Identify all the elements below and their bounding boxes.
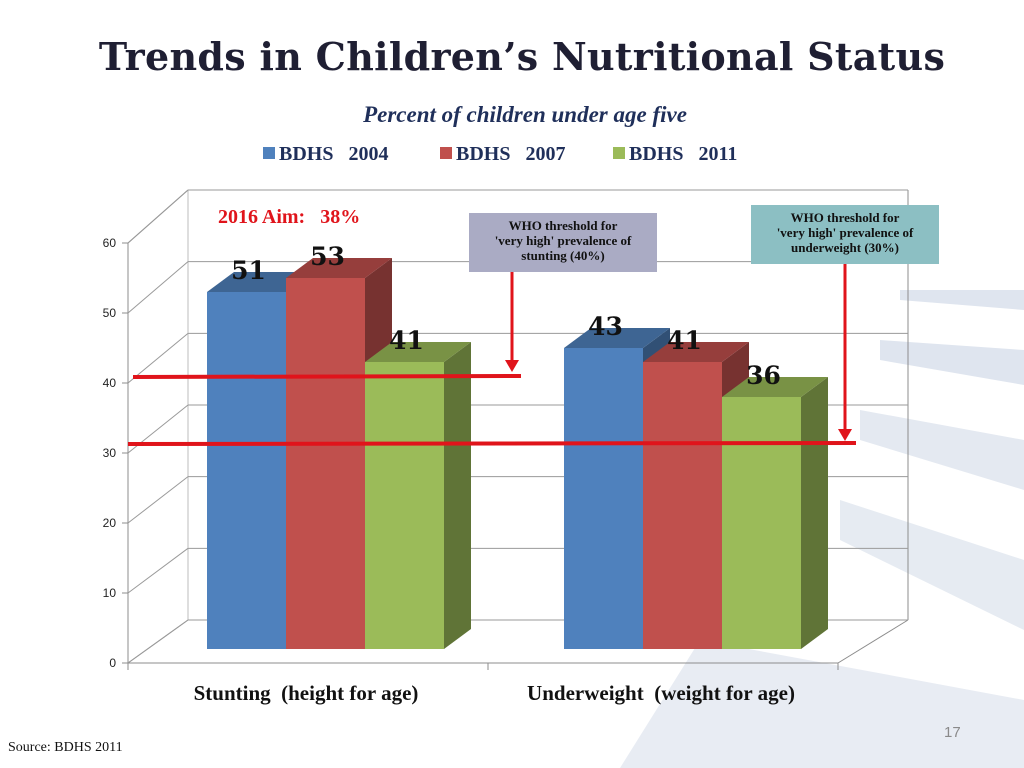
bar-top-face xyxy=(722,377,828,397)
annotation-box xyxy=(751,205,939,264)
annotation-text: 'very high' prevalence of xyxy=(495,233,632,248)
background-decoration xyxy=(620,290,1024,768)
underweight-threshold-line xyxy=(127,441,857,446)
aim-annotation: 2016 Aim: 38% xyxy=(218,206,360,228)
page-number: 17 xyxy=(944,724,961,741)
bar-front-face xyxy=(564,348,643,649)
annotation-text: WHO threshold for xyxy=(509,218,618,233)
bar-front-face xyxy=(722,397,801,649)
slide-subtitle: Percent of children under age five xyxy=(363,102,687,127)
annotation-text: stunting (40%) xyxy=(521,248,604,263)
annotation-text: underweight (30%) xyxy=(791,240,899,255)
y-tick-label: 40 xyxy=(103,376,117,390)
data-label: 53 xyxy=(310,242,345,271)
gridline-depth xyxy=(127,476,189,524)
annotation-text: WHO threshold for xyxy=(791,210,900,225)
bar-front-face xyxy=(643,362,722,649)
y-tick-label: 50 xyxy=(103,306,117,320)
legend-label: BDHS 2007 xyxy=(456,143,565,165)
bar-front-face xyxy=(286,278,365,649)
chart-bars xyxy=(207,258,828,649)
category-label: Stunting (height for age) xyxy=(194,681,419,705)
data-label: 36 xyxy=(746,361,781,390)
data-label: 41 xyxy=(667,326,702,355)
y-tick-label: 30 xyxy=(103,446,117,460)
annotation-box xyxy=(469,213,657,272)
bar xyxy=(365,342,471,649)
chart-annotations: 2016 Aim: 38% WHO threshold for'very high… xyxy=(127,205,939,446)
gridline-depth xyxy=(127,261,189,314)
category-label: Underweight (weight for age) xyxy=(527,681,795,705)
legend-label: BDHS 2011 xyxy=(629,143,737,165)
bar-front-face xyxy=(365,362,444,649)
data-label: 43 xyxy=(588,312,623,341)
y-tick-label: 20 xyxy=(103,516,117,530)
bar-side-face xyxy=(444,342,471,649)
slide-title: Trends in Children’s Nutritional Status xyxy=(98,34,946,79)
y-tick-label: 10 xyxy=(103,586,117,600)
legend-item: BDHS 2007 xyxy=(440,143,565,165)
y-tick-label: 60 xyxy=(103,236,117,250)
bar-top-face xyxy=(643,342,749,362)
bar-front-face xyxy=(207,292,286,649)
source-note: Source: BDHS 2011 xyxy=(8,740,123,755)
legend-swatch xyxy=(613,147,625,159)
stunting-threshold-line xyxy=(132,374,522,379)
bar-top-face xyxy=(365,342,471,362)
y-tick-label: 0 xyxy=(109,656,116,670)
underweight-arrow xyxy=(838,264,852,441)
data-label: 51 xyxy=(231,256,266,285)
bar xyxy=(722,377,828,649)
legend-swatch xyxy=(440,147,452,159)
arrow-head xyxy=(838,429,852,441)
y-axis-ticks: 0 10 20 30 40 50 60 xyxy=(103,236,839,670)
stunting-threshold-box: WHO threshold for'very high' prevalence … xyxy=(469,213,657,272)
bar-top-face xyxy=(286,258,392,278)
gridline-depth xyxy=(127,547,189,594)
data-labels: 51 53 41 43 41 36 xyxy=(231,242,781,390)
legend-label: BDHS 2004 xyxy=(279,143,388,165)
legend-item: BDHS 2011 xyxy=(613,143,737,165)
legend-item: BDHS 2004 xyxy=(263,143,388,165)
stunting-arrow xyxy=(505,272,519,372)
data-label: 41 xyxy=(389,326,424,355)
gridline-depth xyxy=(127,332,189,384)
arrow-head xyxy=(505,360,519,372)
legend-swatch xyxy=(263,147,275,159)
bar-side-face xyxy=(801,377,828,649)
underweight-threshold-box: WHO threshold for'very high' prevalence … xyxy=(751,205,939,264)
floor-right-edge xyxy=(837,619,909,664)
bar-top-face xyxy=(564,328,670,348)
chart-legend: BDHS 2004 BDHS 2007 BDHS 2011 xyxy=(263,143,737,165)
gridline-depth xyxy=(127,189,189,244)
x-axis-categories: Stunting (height for age) Underweight (we… xyxy=(194,681,795,705)
annotation-text: 'very high' prevalence of xyxy=(777,225,914,240)
gridline-depth xyxy=(127,619,189,664)
